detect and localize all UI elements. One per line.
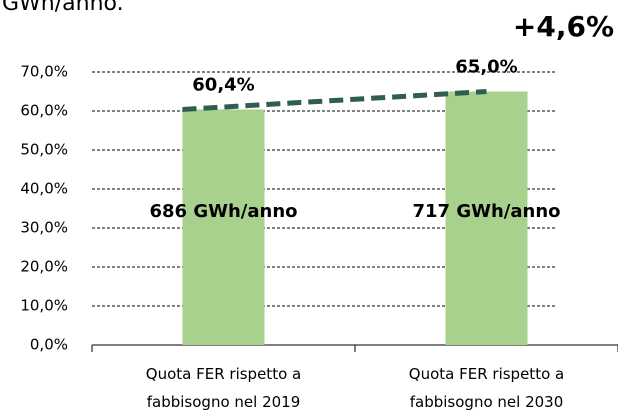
- y-tick-label: 10,0%: [20, 297, 68, 315]
- trend-line: [182, 89, 487, 112]
- y-tick-label: 40,0%: [20, 180, 68, 198]
- x-tick-label: Quota FER rispetto a fabbisogno nel 2019: [145, 365, 302, 411]
- y-tick-label: 30,0%: [20, 219, 68, 237]
- bar-label: 686 GWh/anno: [150, 201, 298, 222]
- annotation: +4,6%: [513, 10, 614, 43]
- x-tick-label: Quota FER rispetto a fabbisogno nel 2030: [408, 365, 565, 411]
- bar: [182, 109, 265, 345]
- y-tick-label: 20,0%: [20, 258, 68, 276]
- bar-label: 717 GWh/anno: [413, 201, 561, 222]
- y-tick-label: 70,0%: [20, 63, 68, 81]
- y-tick-label: 60,0%: [20, 102, 68, 120]
- y-tick-label: 0,0%: [30, 336, 68, 354]
- chart-title: GWh/anno.: [2, 0, 124, 16]
- value-label: 60,4%: [192, 74, 254, 95]
- y-tick-label: 50,0%: [20, 141, 68, 159]
- bar: [445, 91, 528, 345]
- value-label: 65,0%: [455, 57, 517, 78]
